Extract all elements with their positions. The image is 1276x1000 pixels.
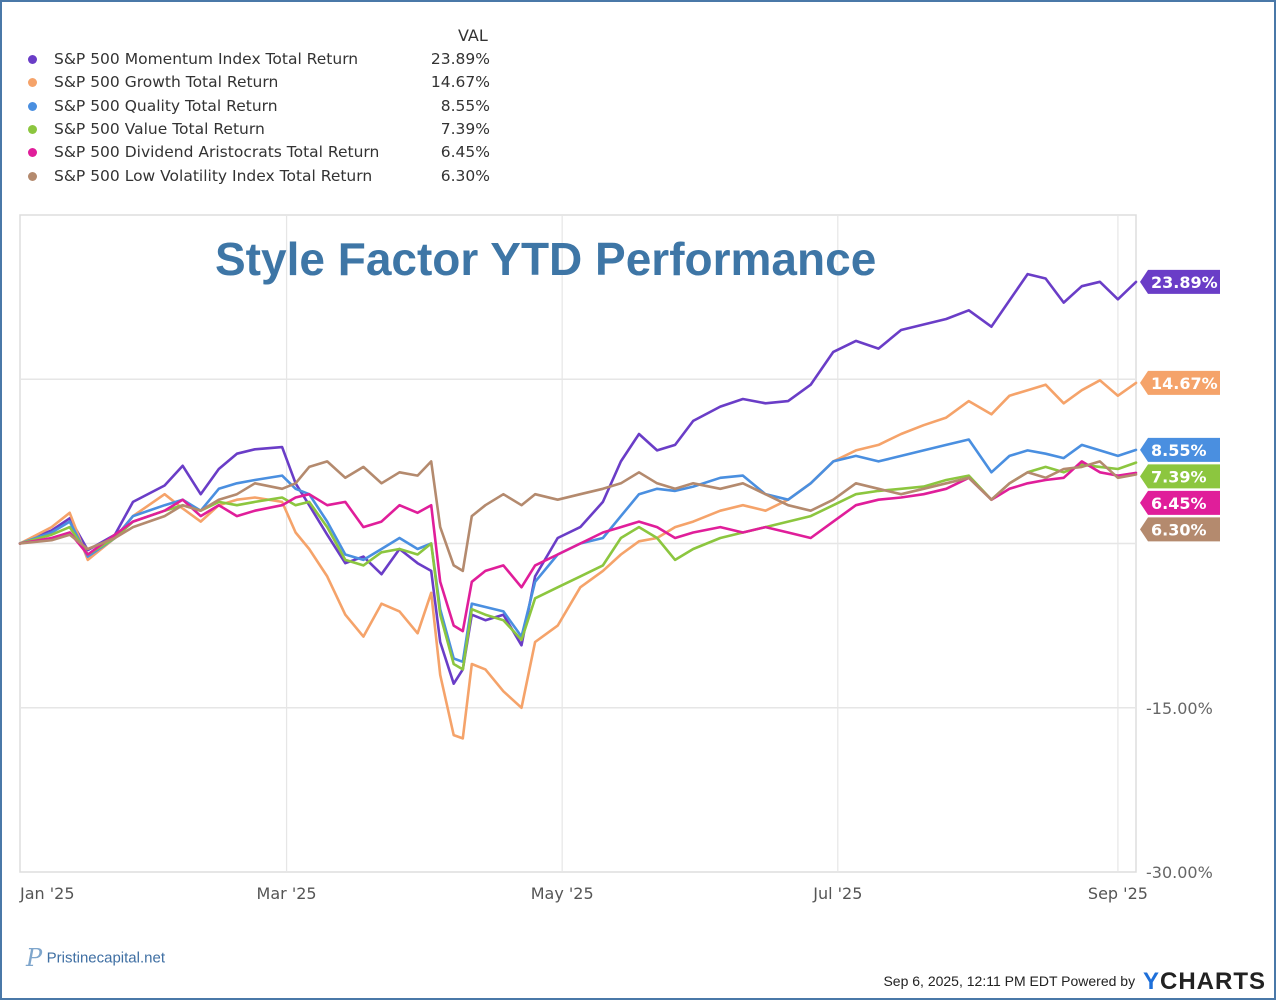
legend-item[interactable]: S&P 500 Momentum Index Total Return 23.89… bbox=[26, 48, 496, 71]
x-tick-label: May '25 bbox=[531, 884, 594, 903]
legend-header: VAL bbox=[458, 26, 488, 45]
legend-item-value: 7.39% bbox=[440, 119, 490, 138]
chart-title: Style Factor YTD Performance bbox=[215, 233, 877, 285]
legend-item-value: 6.45% bbox=[440, 143, 490, 162]
brand-logo: P Pristinecapital.net bbox=[26, 944, 165, 972]
legend-swatch-icon bbox=[28, 55, 37, 64]
footer: Sep 6, 2025, 12:11 PM EDT Powered by YCH… bbox=[883, 968, 1266, 996]
footer-timestamp: Sep 6, 2025, 12:11 PM EDT Powered by bbox=[883, 973, 1136, 989]
legend-item-value: 8.55% bbox=[440, 96, 490, 115]
series-end-badge bbox=[1140, 490, 1220, 515]
series-end-label: 6.45% bbox=[1151, 494, 1207, 513]
series-line bbox=[18, 461, 1138, 671]
series-end-badge bbox=[1140, 269, 1220, 294]
legend-item-name: S&P 500 Momentum Index Total Return bbox=[54, 50, 359, 68]
series-end-label: 14.67% bbox=[1151, 374, 1218, 393]
legend-item-value: 23.89% bbox=[430, 50, 490, 68]
x-tick-label: Mar '25 bbox=[257, 884, 317, 903]
series-end-badge bbox=[1140, 437, 1220, 462]
series-end-badge bbox=[1140, 464, 1220, 489]
series-end-label: 6.30% bbox=[1151, 520, 1207, 539]
legend-item-name: S&P 500 Low Volatility Index Total Retur… bbox=[54, 166, 373, 185]
x-tick-label: Sep '25 bbox=[1088, 884, 1148, 903]
legend-item-value: 14.67% bbox=[430, 73, 490, 92]
ycharts-logo-y: Y bbox=[1142, 968, 1160, 995]
series-line bbox=[18, 438, 1138, 664]
brand-mark-icon: P bbox=[26, 944, 43, 972]
series-end-badge bbox=[1140, 370, 1220, 395]
legend-item[interactable]: S&P 500 Growth Total Return 14.67% bbox=[26, 71, 496, 94]
legend-item-name: S&P 500 Value Total Return bbox=[54, 119, 265, 138]
legend-swatch-icon bbox=[28, 101, 37, 111]
y-tick-label: -15.00% bbox=[1146, 699, 1213, 718]
ycharts-logo-text: CHARTS bbox=[1160, 968, 1266, 995]
ycharts-logo: YCHARTS bbox=[1143, 968, 1266, 995]
x-tick-label: Jul '25 bbox=[812, 884, 862, 903]
legend-item[interactable]: S&P 500 Low Volatility Index Total Retur… bbox=[26, 165, 496, 188]
legend-swatch-icon bbox=[28, 171, 37, 181]
y-tick-label: -30.00% bbox=[1146, 863, 1213, 882]
series-end-label: 8.55% bbox=[1151, 441, 1207, 460]
legend-swatch-icon bbox=[28, 78, 37, 88]
series-end-label: 23.89% bbox=[1151, 273, 1218, 292]
series-line bbox=[18, 379, 1138, 740]
legend-item-name: S&P 500 Dividend Aristocrats Total Retur… bbox=[54, 143, 380, 162]
series-line bbox=[18, 460, 1138, 633]
legend-item[interactable]: S&P 500 Dividend Aristocrats Total Retur… bbox=[26, 141, 496, 164]
legend-item-name: S&P 500 Quality Total Return bbox=[54, 96, 278, 115]
brand-site-name: Pristinecapital.net bbox=[46, 949, 166, 967]
legend-swatch-icon bbox=[28, 148, 37, 158]
legend-item[interactable]: S&P 500 Value Total Return 7.39% bbox=[26, 118, 496, 141]
legend-item[interactable]: S&P 500 Quality Total Return 8.55% bbox=[26, 95, 496, 118]
series-end-badge bbox=[1140, 517, 1220, 542]
legend-swatch-icon bbox=[28, 124, 37, 134]
legend-item-value: 6.30% bbox=[440, 166, 490, 185]
series-line bbox=[18, 272, 1138, 685]
series-line bbox=[18, 460, 1138, 573]
x-tick-label: Jan '25 bbox=[19, 884, 75, 903]
legend-item-name: S&P 500 Growth Total Return bbox=[54, 73, 279, 92]
series-end-label: 7.39% bbox=[1151, 467, 1207, 486]
